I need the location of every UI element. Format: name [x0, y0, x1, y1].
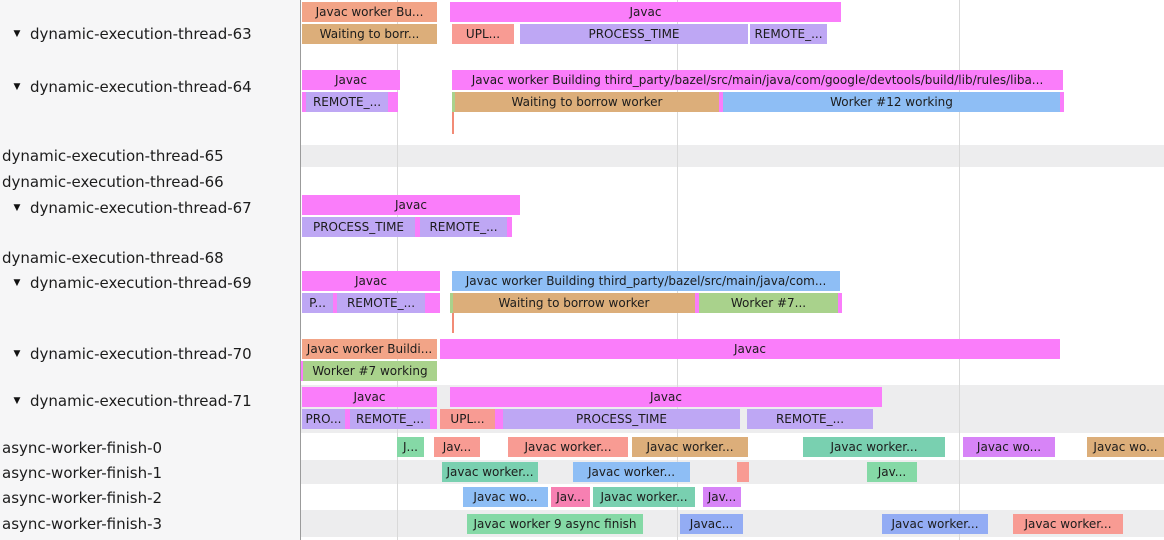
trace-bar[interactable]: Javac worker 9 async finish: [467, 514, 643, 534]
thread-label: dynamic-execution-thread-70: [30, 344, 252, 363]
trace-bar[interactable]: Javac: [302, 387, 437, 407]
trace-bar[interactable]: Javac...: [680, 514, 743, 534]
trace-bar[interactable]: REMOTE_...: [420, 217, 507, 237]
thread-sidebar: ▼ dynamic-execution-thread-63 ▼ dynamic-exe…: [0, 0, 301, 540]
expander-icon[interactable]: ▼: [13, 277, 21, 288]
thread-label: dynamic-execution-thread-67: [30, 198, 252, 217]
trace-bar[interactable]: Javac worker Building third_party/bazel/…: [452, 70, 1063, 90]
trace-bar[interactable]: Javac: [302, 271, 440, 291]
expander-icon[interactable]: ▼: [13, 348, 21, 359]
thread-row-dynamic-execution-thread-71[interactable]: ▼ dynamic-execution-thread-71: [0, 389, 300, 411]
trace-bar[interactable]: Javac worker...: [593, 487, 695, 507]
time-gridline: [959, 0, 960, 540]
thread-label: dynamic-execution-thread-69: [30, 273, 252, 292]
trace-bar[interactable]: Javac worker...: [803, 437, 945, 457]
trace-bar[interactable]: [300, 361, 304, 381]
expander-icon[interactable]: ▼: [13, 202, 21, 213]
trace-bar[interactable]: Javac worker...: [1013, 514, 1123, 534]
thread-row-dynamic-execution-thread-67[interactable]: ▼ dynamic-execution-thread-67: [0, 196, 300, 218]
time-gridline: [677, 0, 678, 540]
instant-marker[interactable]: [452, 112, 454, 134]
thread-row-async-worker-finish-1[interactable]: async-worker-finish-1: [0, 461, 300, 483]
trace-bar[interactable]: P...: [302, 293, 333, 313]
thread-label: dynamic-execution-thread-68: [2, 248, 224, 267]
thread-label: async-worker-finish-0: [2, 438, 163, 457]
trace-bar[interactable]: Javac: [302, 195, 520, 215]
trace-bar[interactable]: Jav...: [434, 437, 480, 457]
expander-icon[interactable]: ▼: [13, 395, 21, 406]
trace-bar[interactable]: Worker #12 working: [723, 92, 1060, 112]
trace-bar[interactable]: Jav...: [867, 462, 917, 482]
instant-marker[interactable]: [452, 313, 454, 333]
thread-row-dynamic-execution-thread-66[interactable]: dynamic-execution-thread-66: [0, 170, 300, 192]
trace-bar[interactable]: [695, 293, 699, 313]
thread-label: async-worker-finish-2: [2, 488, 163, 507]
expander-icon[interactable]: ▼: [13, 28, 21, 39]
trace-bar[interactable]: Waiting to borrow worker: [455, 92, 719, 112]
trace-bar[interactable]: PROCESS_TIME: [302, 217, 415, 237]
trace-bar[interactable]: Worker #7...: [699, 293, 838, 313]
trace-bar[interactable]: PROCESS_TIME: [520, 24, 748, 44]
trace-bar[interactable]: Jav...: [551, 487, 590, 507]
trace-bar[interactable]: Javac worker...: [442, 462, 538, 482]
trace-bar[interactable]: UPL...: [452, 24, 514, 44]
trace-bar[interactable]: Waiting to borrow worker: [453, 293, 695, 313]
thread-row-dynamic-execution-thread-70[interactable]: ▼ dynamic-execution-thread-70: [0, 342, 300, 364]
trace-bar[interactable]: Waiting to borr...: [302, 24, 437, 44]
trace-bar[interactable]: REMOTE_...: [337, 293, 425, 313]
trace-bar[interactable]: Javac worker...: [508, 437, 628, 457]
thread-label: dynamic-execution-thread-63: [30, 24, 252, 43]
trace-bar[interactable]: REMOTE_...: [306, 92, 388, 112]
trace-bar[interactable]: PROCESS_TIME: [503, 409, 740, 429]
trace-bar[interactable]: Worker #7 working: [303, 361, 437, 381]
thread-row-async-worker-finish-2[interactable]: async-worker-finish-2: [0, 486, 300, 508]
time-gridline: [397, 0, 398, 540]
thread-row-async-worker-finish-3[interactable]: async-worker-finish-3: [0, 512, 300, 534]
thread-row-dynamic-execution-thread-69[interactable]: ▼ dynamic-execution-thread-69: [0, 271, 300, 293]
thread-label: dynamic-execution-thread-71: [30, 391, 252, 410]
trace-bar[interactable]: Javac wo...: [1087, 437, 1164, 457]
trace-bar[interactable]: Jav...: [703, 487, 741, 507]
trace-bar[interactable]: Javac worker...: [573, 462, 690, 482]
trace-bar[interactable]: REMOTE_...: [350, 409, 430, 429]
trace-bar[interactable]: Javac worker...: [882, 514, 988, 534]
trace-bar[interactable]: UPL...: [440, 409, 495, 429]
trace-bar[interactable]: [719, 92, 723, 112]
trace-bar[interactable]: Javac worker Building third_party/bazel/…: [452, 271, 840, 291]
trace-bar[interactable]: [495, 409, 503, 429]
trace-bar[interactable]: Javac: [302, 70, 400, 90]
thread-row-dynamic-execution-thread-65[interactable]: dynamic-execution-thread-65: [0, 144, 300, 166]
thread-row-dynamic-execution-thread-63[interactable]: ▼ dynamic-execution-thread-63: [0, 22, 300, 44]
thread-row-dynamic-execution-thread-68[interactable]: dynamic-execution-thread-68: [0, 246, 300, 268]
thread-row-dynamic-execution-thread-64[interactable]: ▼ dynamic-execution-thread-64: [0, 75, 300, 97]
trace-bar[interactable]: [838, 293, 842, 313]
thread-label: dynamic-execution-thread-66: [2, 172, 224, 191]
trace-bar[interactable]: REMOTE_...: [750, 24, 827, 44]
trace-bar[interactable]: Javac wo...: [463, 487, 548, 507]
thread-label: dynamic-execution-thread-65: [2, 146, 224, 165]
expander-icon[interactable]: ▼: [13, 81, 21, 92]
trace-bar[interactable]: REMOTE_...: [747, 409, 873, 429]
trace-bar[interactable]: Javac: [440, 339, 1060, 359]
trace-bar[interactable]: [1060, 92, 1064, 112]
trace-bar[interactable]: Javac worker...: [632, 437, 748, 457]
thread-label: async-worker-finish-1: [2, 463, 163, 482]
trace-bar[interactable]: J...: [397, 437, 424, 457]
trace-bar[interactable]: Javac: [450, 2, 841, 22]
thread-row-async-worker-finish-0[interactable]: async-worker-finish-0: [0, 436, 300, 458]
trace-bar[interactable]: [450, 293, 454, 313]
trace-bar[interactable]: [737, 462, 749, 482]
trace-bar[interactable]: PRO...: [302, 409, 345, 429]
trace-bar[interactable]: Javac worker Buildi...: [302, 339, 437, 359]
thread-label: dynamic-execution-thread-64: [30, 77, 252, 96]
trace-bar[interactable]: [452, 92, 456, 112]
trace-bar[interactable]: Javac wo...: [963, 437, 1055, 457]
thread-label: async-worker-finish-3: [2, 514, 163, 533]
trace-bar[interactable]: Javac: [450, 387, 882, 407]
trace-bar[interactable]: Javac worker Bu...: [302, 2, 437, 22]
